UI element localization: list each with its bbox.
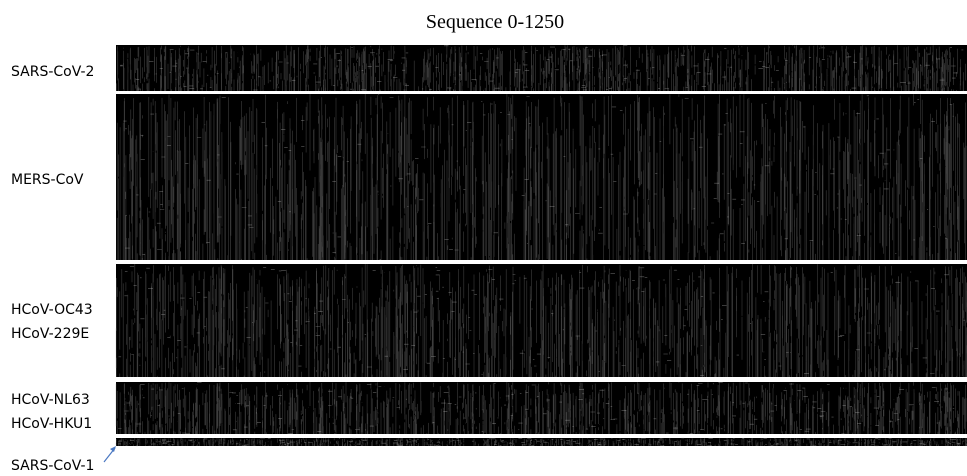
panel-label: SARS-CoV-2 (11, 64, 94, 80)
figure-title: Sequence 0-1250 (426, 11, 564, 33)
panel-label: HCoV-229E (11, 326, 89, 342)
panel-label: MERS-CoV (11, 172, 84, 188)
figure: Sequence 0-1250 SARS-CoV-2 MERS-CoV HCoV-O… (0, 0, 967, 476)
panel-label: HCoV-NL63 (11, 392, 90, 408)
panel-label: SARS-CoV-1 (11, 458, 94, 474)
panels: SARS-CoV-2 MERS-CoV HCoV-OC43 HCoV-229E HCoV… (11, 45, 967, 474)
panel-label: HCoV-OC43 (11, 302, 93, 318)
arrow-head (110, 446, 116, 452)
panel-label: HCoV-HKU1 (11, 416, 92, 432)
